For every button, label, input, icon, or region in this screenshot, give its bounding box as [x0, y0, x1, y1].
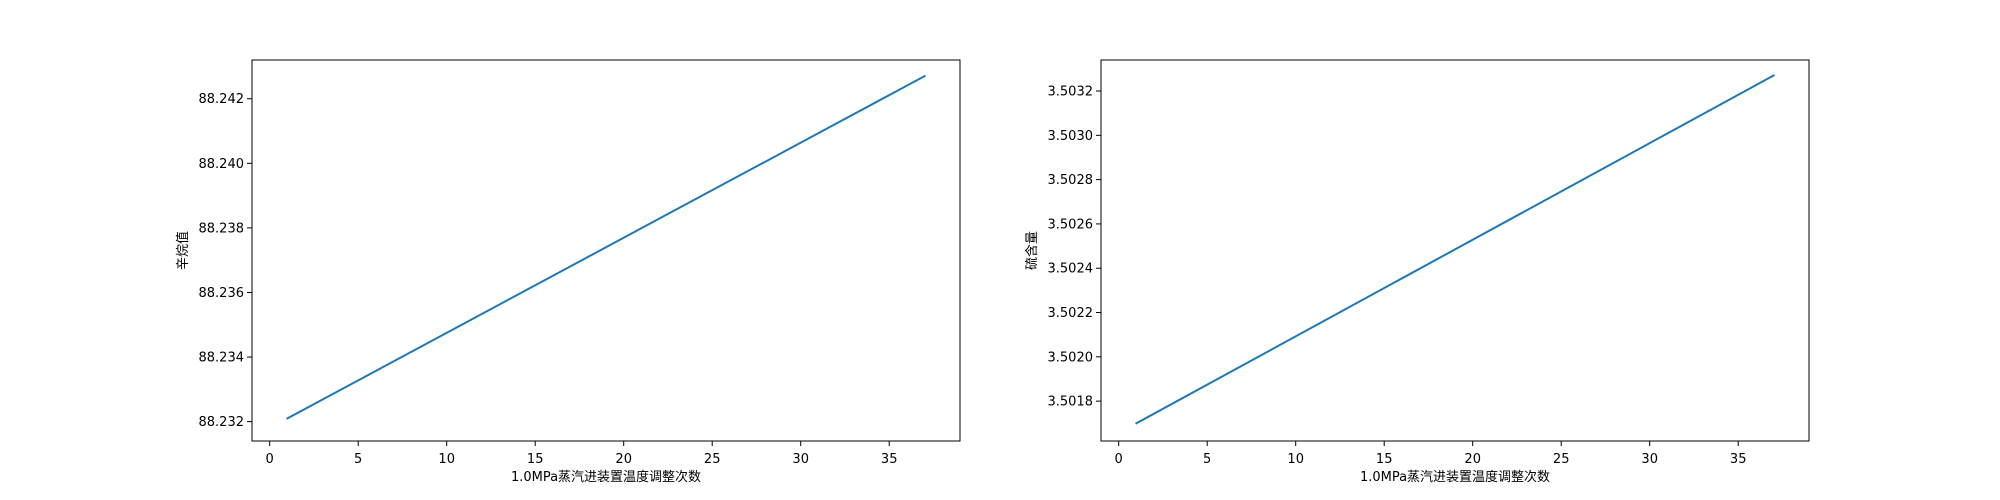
y-tick-label: 3.5030 [1048, 129, 1094, 144]
chart-sulfur: 0 5 10 15 20 25 30 35 3.5018 3.5020 3.5022 3.5024 3.… [1024, 59, 1810, 485]
x-tick-label: 30 [1641, 452, 1658, 467]
y-tick-label: 3.5026 [1048, 217, 1094, 232]
chart-octane: 0 5 10 15 20 25 30 35 88.232 88.234 88.236 88.238 88… [175, 59, 961, 485]
y-tick-label: 3.5022 [1048, 306, 1094, 321]
x-axis-label: 1.0MPa蒸汽进装置温度调整次数 [1360, 469, 1550, 485]
x-tick-label: 15 [527, 452, 544, 467]
x-tick-label: 0 [266, 452, 274, 467]
x-tick-label: 30 [792, 452, 809, 467]
y-tick-label: 88.242 [199, 92, 245, 107]
y-tick-label: 88.238 [199, 221, 245, 236]
y-tick-label: 3.5024 [1048, 262, 1094, 277]
axes-frame [1100, 59, 1810, 442]
y-tick-label: 88.240 [199, 157, 245, 172]
x-axis-label: 1.0MPa蒸汽进装置温度调整次数 [511, 469, 701, 485]
x-tick-label: 10 [438, 452, 455, 467]
y-tick-label: 3.5032 [1048, 85, 1094, 100]
y-tick-label: 88.234 [199, 351, 245, 366]
y-tick-label: 3.5020 [1048, 350, 1094, 365]
x-tick-label: 25 [704, 452, 721, 467]
x-tick-label: 25 [1553, 452, 1570, 467]
series-line [286, 74, 926, 420]
x-tick-label: 20 [615, 452, 632, 467]
axes-frame [251, 59, 961, 442]
x-tick-label: 5 [1203, 452, 1211, 467]
y-tick-label: 88.236 [199, 286, 245, 301]
x-tick-label: 35 [1730, 452, 1747, 467]
y-axis-label: 辛烷值 [175, 231, 191, 270]
x-tick-label: 5 [354, 452, 362, 467]
x-tick-label: 10 [1287, 452, 1304, 467]
y-axis-label: 硫含量 [1024, 231, 1040, 270]
y-tick-label: 3.5018 [1048, 395, 1094, 410]
x-tick-label: 35 [881, 452, 898, 467]
x-tick-label: 15 [1376, 452, 1393, 467]
x-tick-label: 0 [1115, 452, 1123, 467]
y-tick-label: 3.5028 [1048, 173, 1094, 188]
x-tick-label: 20 [1464, 452, 1481, 467]
y-tick-label: 88.232 [199, 415, 245, 430]
series-line [1135, 74, 1775, 425]
